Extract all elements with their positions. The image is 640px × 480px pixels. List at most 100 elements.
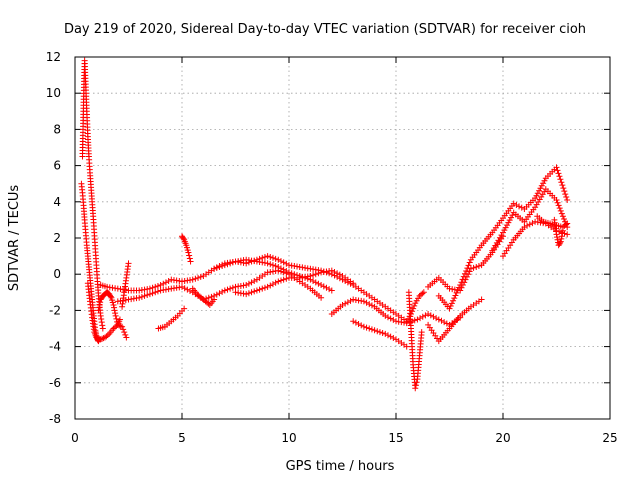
data-point xyxy=(208,293,215,300)
data-point xyxy=(456,284,463,291)
data-point xyxy=(559,182,566,189)
series-track-9 xyxy=(435,164,571,312)
data-point xyxy=(275,278,282,285)
data-point xyxy=(149,290,156,297)
data-point xyxy=(259,285,266,292)
data-point xyxy=(559,227,566,234)
series-patch-5h xyxy=(179,233,194,265)
data-point xyxy=(256,255,263,262)
data-point xyxy=(438,317,445,324)
data-point xyxy=(184,286,191,293)
data-point xyxy=(350,318,357,325)
data-point xyxy=(157,282,164,289)
data-point xyxy=(117,323,124,330)
data-point xyxy=(382,312,389,319)
data-point xyxy=(559,230,566,237)
data-point xyxy=(253,287,260,294)
data-point xyxy=(467,265,474,272)
data-point xyxy=(152,289,159,296)
data-point xyxy=(253,256,260,263)
data-point xyxy=(328,267,335,274)
data-point xyxy=(312,279,319,286)
data-point xyxy=(473,263,480,270)
data-point xyxy=(387,315,394,322)
data-point xyxy=(435,316,442,323)
data-point xyxy=(452,292,459,299)
data-point xyxy=(275,256,282,263)
data-point xyxy=(390,316,397,323)
data-point xyxy=(410,305,417,312)
data-point xyxy=(192,275,199,282)
data-point xyxy=(119,323,126,330)
data-point xyxy=(557,207,564,214)
data-point xyxy=(307,273,314,280)
series-spur-16h xyxy=(403,289,427,325)
data-point xyxy=(267,282,274,289)
series-tail-23h xyxy=(534,213,571,231)
data-point xyxy=(312,271,319,278)
data-point xyxy=(259,254,266,261)
data-point xyxy=(526,221,533,228)
data-point xyxy=(433,315,440,322)
data-point xyxy=(280,259,287,266)
data-point xyxy=(160,280,167,287)
data-point xyxy=(559,213,566,220)
y-tick-label: 8 xyxy=(53,122,61,136)
y-tick-label: 6 xyxy=(53,159,61,173)
y-tick-label: -4 xyxy=(49,340,61,354)
data-point xyxy=(407,311,414,318)
data-point xyxy=(283,275,290,282)
data-point xyxy=(186,255,193,262)
data-point xyxy=(470,264,477,271)
y-tick-label: 12 xyxy=(46,50,61,64)
data-point xyxy=(466,268,473,275)
series-lower-branch xyxy=(84,280,130,343)
data-point xyxy=(98,319,105,326)
data-point xyxy=(283,270,290,277)
data-point xyxy=(553,196,560,203)
series-track-2 xyxy=(114,267,325,305)
x-tick-label: 5 xyxy=(178,431,186,445)
data-point xyxy=(277,258,284,265)
data-point xyxy=(430,313,437,320)
data-point xyxy=(448,300,455,307)
data-point xyxy=(554,167,561,174)
data-point xyxy=(283,260,290,267)
data-point xyxy=(125,260,132,267)
data-point xyxy=(562,191,569,198)
data-point xyxy=(558,235,565,242)
data-point xyxy=(414,316,421,323)
data-point xyxy=(513,201,520,208)
data-point xyxy=(99,335,106,342)
x-tick-label: 0 xyxy=(71,431,79,445)
data-point xyxy=(116,316,123,323)
data-point xyxy=(562,221,569,228)
data-point xyxy=(554,236,561,243)
data-point xyxy=(227,285,234,292)
data-point xyxy=(229,284,236,291)
data-point xyxy=(98,315,105,322)
data-point xyxy=(152,283,159,290)
data-point xyxy=(478,296,485,303)
data-point xyxy=(275,267,282,274)
data-point xyxy=(555,170,562,177)
data-point xyxy=(146,285,153,292)
y-tick-label: -8 xyxy=(49,412,61,426)
data-point xyxy=(99,325,106,332)
data-point xyxy=(243,291,250,298)
data-point xyxy=(360,298,367,305)
data-point xyxy=(336,271,343,278)
data-point xyxy=(411,302,418,309)
data-point xyxy=(387,333,394,340)
data-point xyxy=(95,307,102,314)
data-point xyxy=(269,281,276,288)
x-tick-label: 25 xyxy=(602,431,617,445)
data-point xyxy=(564,196,571,203)
data-point xyxy=(379,330,386,337)
data-point xyxy=(457,282,464,289)
data-point xyxy=(248,279,255,286)
data-point xyxy=(463,267,470,274)
data-point xyxy=(475,263,482,270)
data-point xyxy=(318,294,325,301)
data-point xyxy=(384,314,391,321)
